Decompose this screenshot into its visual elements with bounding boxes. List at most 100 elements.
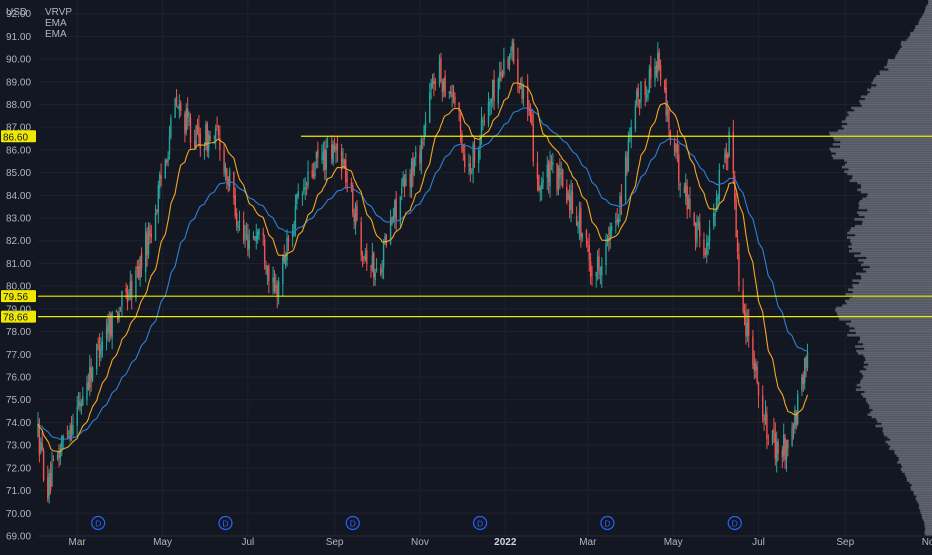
- candle-down: [67, 433, 68, 434]
- candle-down: [703, 239, 704, 255]
- volume-profile-bar: [858, 207, 932, 210]
- volume-profile-bar: [847, 161, 932, 164]
- candle-up: [636, 91, 637, 105]
- indicator-vrvp[interactable]: VRVP: [45, 7, 72, 18]
- volume-profile-bar: [862, 372, 932, 375]
- volume-profile-bar: [870, 411, 932, 414]
- volume-profile-bar: [858, 259, 932, 262]
- volume-profile-bar: [846, 293, 932, 296]
- candle-up: [225, 166, 226, 173]
- volume-profile-bar: [880, 73, 932, 76]
- candle-up: [256, 236, 257, 242]
- candle-down: [235, 196, 236, 217]
- candle-down: [748, 319, 749, 336]
- candle-down: [90, 368, 91, 380]
- volume-profile-bar: [855, 234, 932, 237]
- candle-up: [443, 78, 444, 91]
- candle-down: [674, 143, 675, 151]
- candle-down: [787, 440, 788, 449]
- volume-profile-bar: [866, 257, 932, 260]
- price-tick-label: 87.00: [6, 123, 31, 134]
- candle-down: [184, 114, 185, 134]
- candle-up: [116, 311, 117, 312]
- candle-down: [313, 174, 314, 177]
- candle-down: [658, 52, 659, 68]
- dividend-marker-label: D: [350, 519, 356, 529]
- volume-profile-bar: [854, 109, 932, 112]
- candle-down: [47, 477, 48, 499]
- volume-profile-bar: [865, 98, 932, 101]
- candle-up: [327, 145, 328, 146]
- candle-up: [807, 353, 808, 368]
- candle-up: [68, 437, 69, 438]
- price-tick-label: 72.00: [6, 463, 31, 474]
- candle-up: [549, 162, 550, 186]
- price-tick-label: 76.00: [6, 373, 31, 384]
- candle-up: [158, 185, 159, 213]
- candle-up: [707, 241, 708, 245]
- candle-up: [649, 69, 650, 92]
- volume-profile-bar: [859, 282, 932, 285]
- candle-up: [430, 83, 431, 89]
- volume-profile-bar: [863, 377, 932, 380]
- volume-profile-bar: [842, 120, 932, 123]
- candle-down: [650, 67, 651, 78]
- candle-up: [558, 166, 559, 187]
- volume-profile-bar: [836, 307, 932, 310]
- candle-up: [239, 221, 240, 222]
- volume-profile-bar: [861, 379, 932, 382]
- candle-down: [766, 414, 767, 439]
- volume-profile-bar: [859, 213, 932, 216]
- candle-up: [713, 213, 714, 226]
- candle-up: [510, 53, 511, 55]
- volume-profile-bar: [873, 79, 932, 82]
- candle-down: [346, 180, 347, 181]
- candle-down: [151, 234, 152, 237]
- candle-down: [660, 65, 661, 80]
- volume-profile-bar: [847, 111, 932, 114]
- volume-profile-bar: [870, 91, 932, 94]
- volume-profile-bar: [849, 329, 932, 332]
- candle-up: [765, 411, 766, 419]
- volume-profile-bar: [915, 25, 932, 28]
- candle-up: [296, 195, 297, 204]
- volume-profile-bar: [902, 45, 932, 48]
- candle-up: [421, 139, 422, 162]
- candle-down: [386, 235, 387, 246]
- price-tick-label: 89.00: [6, 77, 31, 88]
- candle-down: [146, 234, 147, 256]
- candle-up: [498, 79, 499, 104]
- candle-down: [107, 323, 108, 333]
- volume-profile-bar: [860, 200, 932, 203]
- volume-profile-bar: [872, 409, 932, 412]
- candle-up: [597, 257, 598, 270]
- indicator-ema-1[interactable]: EMA: [45, 18, 67, 29]
- volume-profile-bar: [924, 522, 932, 525]
- volume-profile-bar: [833, 143, 932, 146]
- candle-up: [51, 463, 52, 486]
- candle-down: [138, 266, 139, 277]
- candle-up: [523, 89, 524, 99]
- candle-down: [586, 231, 587, 238]
- candle-down: [99, 344, 100, 358]
- volume-profile-bar: [914, 30, 932, 33]
- candle-down: [284, 257, 285, 262]
- volume-profile-bar: [876, 84, 932, 87]
- candle-up: [374, 272, 375, 280]
- candle-up: [503, 59, 504, 75]
- candle-up: [60, 448, 61, 458]
- level-price-label: 86.60: [3, 132, 28, 143]
- candle-down: [440, 58, 441, 82]
- volume-profile-bar: [854, 218, 932, 221]
- indicator-ema-2[interactable]: EMA: [45, 29, 67, 40]
- candle-up: [411, 161, 412, 187]
- price-tick-label: 85.00: [6, 168, 31, 179]
- candle-up: [285, 258, 286, 265]
- volume-profile-bar: [840, 145, 932, 148]
- candle-down: [274, 278, 275, 292]
- candle-down: [331, 144, 332, 159]
- candle-down: [742, 290, 743, 312]
- candle-up: [159, 174, 160, 188]
- candle-down: [521, 85, 522, 98]
